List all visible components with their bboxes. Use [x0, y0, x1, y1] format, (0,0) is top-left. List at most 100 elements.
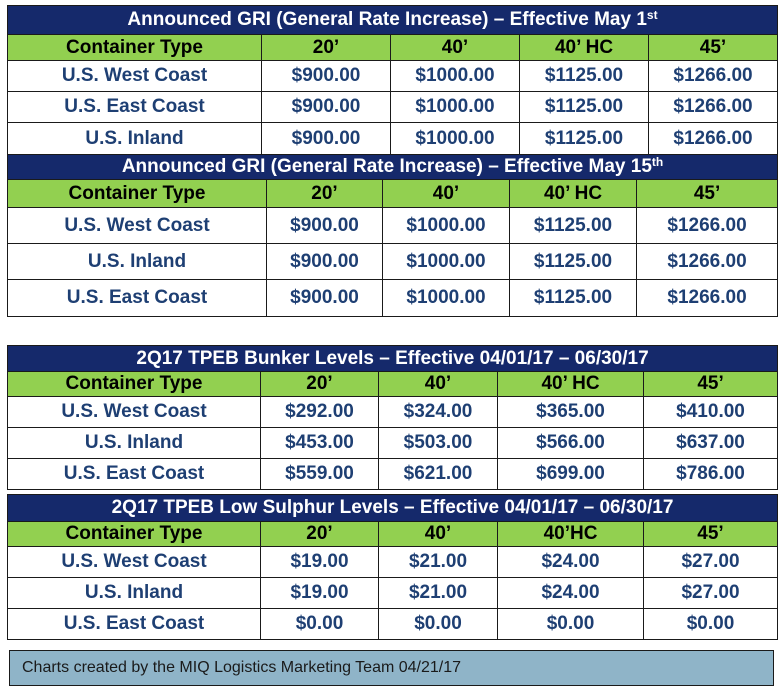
header-container-type: Container Type	[7, 521, 261, 547]
row-label: U.S. Inland	[7, 243, 267, 280]
table-title: 2Q17 TPEB Low Sulphur Levels – Effective…	[6, 494, 779, 522]
cell-value: $1000.00	[382, 279, 510, 317]
low-sulphur-levels-table: 2Q17 TPEB Low Sulphur Levels – Effective…	[6, 494, 779, 640]
cell-value: $1125.00	[519, 91, 649, 123]
bunker-levels-table: 2Q17 TPEB Bunker Levels – Effective 04/0…	[6, 345, 779, 490]
cell-value: $1266.00	[635, 279, 779, 317]
cell-value: $292.00	[260, 396, 379, 428]
header-20: 20’	[261, 34, 391, 61]
table-header-row: Container Type 20’ 40’ 40’ HC 45’	[7, 34, 779, 61]
table-title: Announced GRI (General Rate Increase) – …	[6, 5, 779, 35]
cell-value: $503.00	[378, 427, 498, 459]
cell-value: $900.00	[266, 279, 383, 317]
cell-value: $1125.00	[519, 60, 649, 92]
header-45: 45’	[635, 179, 779, 208]
row-label: U.S. Inland	[7, 122, 262, 155]
cell-value: $1266.00	[647, 91, 779, 123]
cell-value: $1000.00	[382, 207, 510, 244]
row-label: U.S. West Coast	[7, 546, 261, 578]
footer-credit: Charts created by the MIQ Logistics Mark…	[9, 650, 774, 686]
cell-value: $900.00	[261, 91, 391, 123]
table-header-row: Container Type 20’ 40’ 40’HC 45’	[7, 521, 779, 547]
header-40: 40’	[382, 179, 510, 208]
header-45: 45’	[642, 371, 779, 397]
cell-value: $566.00	[497, 427, 644, 459]
cell-value: $0.00	[497, 608, 644, 640]
header-container-type: Container Type	[7, 371, 261, 397]
header-40hc: 40’HC	[497, 521, 644, 547]
header-45: 45’	[647, 34, 779, 61]
row-label: U.S. West Coast	[7, 60, 262, 92]
table-row: U.S. Inland $19.00 $21.00 $24.00 $27.00	[7, 577, 779, 609]
table-row: U.S. East Coast $900.00 $1000.00 $1125.0…	[7, 91, 779, 123]
cell-value: $19.00	[260, 577, 379, 609]
cell-value: $1125.00	[519, 122, 649, 155]
cell-value: $900.00	[266, 243, 383, 280]
cell-value: $637.00	[642, 427, 779, 459]
table-row: U.S. West Coast $19.00 $21.00 $24.00 $27…	[7, 546, 779, 578]
table-row: U.S. East Coast $559.00 $621.00 $699.00 …	[7, 458, 779, 490]
row-label: U.S. Inland	[7, 427, 261, 459]
table-row: U.S. East Coast $0.00 $0.00 $0.00 $0.00	[7, 608, 779, 640]
row-label: U.S. Inland	[7, 577, 261, 609]
row-label: U.S. East Coast	[7, 608, 261, 640]
cell-value: $699.00	[497, 458, 644, 490]
cell-value: $0.00	[260, 608, 379, 640]
table-row: U.S. Inland $900.00 $1000.00 $1125.00 $1…	[7, 122, 779, 155]
cell-value: $453.00	[260, 427, 379, 459]
cell-value: $21.00	[378, 577, 498, 609]
row-label: U.S. East Coast	[7, 279, 267, 317]
table-row: U.S. West Coast $900.00 $1000.00 $1125.0…	[7, 60, 779, 92]
cell-value: $410.00	[642, 396, 779, 428]
header-container-type: Container Type	[7, 34, 262, 61]
cell-value: $0.00	[378, 608, 498, 640]
cell-value: $900.00	[266, 207, 383, 244]
header-40hc: 40’ HC	[509, 179, 637, 208]
table-row: U.S. East Coast $900.00 $1000.00 $1125.0…	[7, 279, 779, 317]
cell-value: $1000.00	[390, 91, 520, 123]
header-40hc: 40’ HC	[519, 34, 649, 61]
table-row: U.S. West Coast $292.00 $324.00 $365.00 …	[7, 396, 779, 428]
header-40: 40’	[378, 521, 498, 547]
cell-value: $559.00	[260, 458, 379, 490]
cell-value: $365.00	[497, 396, 644, 428]
cell-value: $21.00	[378, 546, 498, 578]
cell-value: $1266.00	[635, 243, 779, 280]
cell-value: $1125.00	[509, 207, 637, 244]
cell-value: $1000.00	[390, 122, 520, 155]
gri-may-15-table: Announced GRI (General Rate Increase) – …	[6, 154, 779, 317]
cell-value: $1000.00	[382, 243, 510, 280]
cell-value: $324.00	[378, 396, 498, 428]
header-40: 40’	[390, 34, 520, 61]
cell-value: $621.00	[378, 458, 498, 490]
cell-value: $900.00	[261, 60, 391, 92]
cell-value: $24.00	[497, 546, 644, 578]
header-container-type: Container Type	[7, 179, 267, 208]
cell-value: $1266.00	[647, 60, 779, 92]
header-20: 20’	[260, 371, 379, 397]
cell-value: $24.00	[497, 577, 644, 609]
table-header-row: Container Type 20’ 40’ 40’ HC 45’	[7, 179, 779, 208]
cell-value: $1266.00	[635, 207, 779, 244]
table-title-row: Announced GRI (General Rate Increase) – …	[6, 154, 779, 180]
header-45: 45’	[642, 521, 779, 547]
header-40: 40’	[378, 371, 498, 397]
header-20: 20’	[266, 179, 383, 208]
header-40hc: 40’ HC	[497, 371, 644, 397]
table-title: 2Q17 TPEB Bunker Levels – Effective 04/0…	[6, 345, 779, 372]
table-row: U.S. Inland $900.00 $1000.00 $1125.00 $1…	[7, 243, 779, 280]
cell-value: $27.00	[642, 577, 779, 609]
cell-value: $1000.00	[390, 60, 520, 92]
header-20: 20’	[260, 521, 379, 547]
table-row: U.S. Inland $453.00 $503.00 $566.00 $637…	[7, 427, 779, 459]
table-title: Announced GRI (General Rate Increase) – …	[6, 154, 779, 180]
table-row: U.S. West Coast $900.00 $1000.00 $1125.0…	[7, 207, 779, 244]
row-label: U.S. West Coast	[7, 396, 261, 428]
table-title-row: 2Q17 TPEB Bunker Levels – Effective 04/0…	[6, 345, 779, 372]
cell-value: $900.00	[261, 122, 391, 155]
row-label: U.S. West Coast	[7, 207, 267, 244]
gri-may-1-table: Announced GRI (General Rate Increase) – …	[6, 5, 779, 155]
table-title-row: Announced GRI (General Rate Increase) – …	[6, 5, 779, 35]
cell-value: $1125.00	[509, 279, 637, 317]
cell-value: $19.00	[260, 546, 379, 578]
